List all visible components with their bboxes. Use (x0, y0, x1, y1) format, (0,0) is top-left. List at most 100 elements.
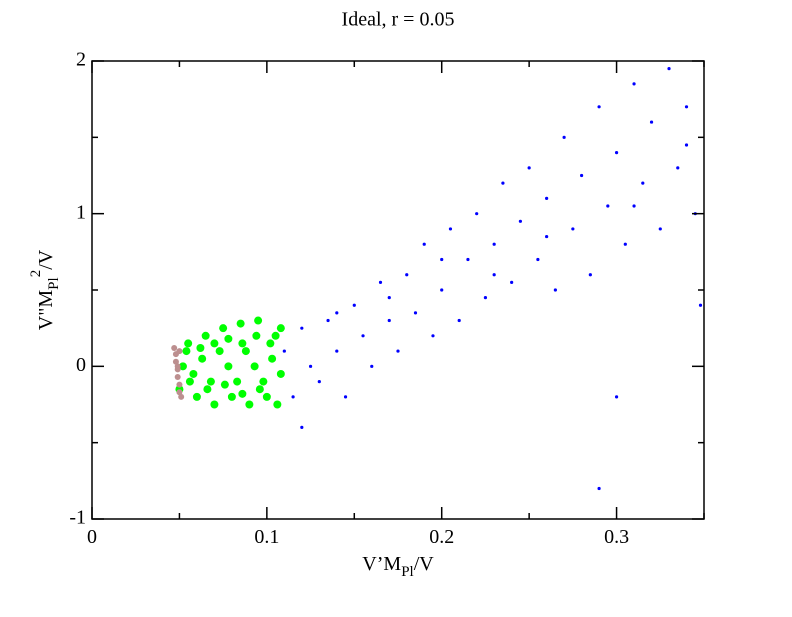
point (241, 347, 250, 356)
point (262, 392, 271, 401)
chart-title: Ideal, r = 0.05 (342, 9, 455, 31)
point (588, 273, 592, 277)
point (224, 334, 233, 343)
point (440, 288, 444, 292)
point (210, 339, 219, 348)
x-tick-label: 0.1 (254, 526, 279, 548)
point (396, 349, 400, 353)
point (259, 377, 268, 386)
point (684, 143, 689, 147)
point (448, 227, 453, 231)
point (632, 204, 636, 208)
point (466, 257, 470, 262)
point (492, 242, 496, 246)
point (252, 331, 261, 340)
point (483, 296, 488, 300)
point (413, 311, 418, 315)
point (250, 362, 259, 371)
point (378, 280, 383, 284)
point (224, 362, 233, 371)
point (308, 364, 313, 368)
point (545, 196, 549, 200)
point (203, 385, 212, 394)
x-tick-label: 0.3 (604, 526, 629, 548)
x-axis-label: V’MPl/V (362, 553, 434, 580)
point (571, 227, 575, 231)
point (282, 349, 286, 353)
point (475, 212, 479, 216)
point (300, 425, 304, 429)
x-tick-label: 0.2 (429, 526, 454, 548)
point (614, 395, 619, 399)
point (606, 204, 610, 208)
point (182, 347, 191, 356)
point (501, 181, 505, 185)
point (658, 227, 662, 231)
point (387, 318, 391, 323)
point (236, 319, 245, 328)
point (326, 318, 330, 323)
point (352, 303, 356, 307)
point (206, 377, 215, 386)
point (219, 324, 228, 333)
point (518, 219, 523, 223)
point (255, 385, 264, 394)
point (174, 363, 181, 370)
point (254, 316, 263, 325)
point (192, 392, 201, 401)
point (184, 339, 193, 348)
point (178, 393, 185, 400)
point (623, 242, 627, 246)
point (238, 389, 247, 398)
point (370, 364, 374, 368)
point (189, 369, 198, 378)
point (649, 120, 654, 124)
point (536, 257, 540, 262)
point (545, 234, 549, 239)
point (457, 318, 461, 323)
point (300, 326, 304, 330)
point (405, 273, 409, 277)
point (492, 273, 496, 277)
point (276, 324, 285, 333)
point (210, 400, 219, 409)
point (597, 486, 601, 491)
point (273, 400, 282, 409)
point (233, 377, 242, 386)
point (335, 349, 339, 353)
point (387, 296, 391, 300)
point (215, 347, 224, 356)
y-tick-label: -1 (69, 507, 86, 529)
point (176, 381, 183, 388)
point (172, 358, 179, 365)
point (171, 345, 178, 352)
point (431, 334, 435, 338)
point (422, 242, 426, 246)
point (198, 354, 207, 363)
point (527, 166, 531, 170)
point (343, 395, 348, 399)
point (614, 151, 619, 155)
point (440, 257, 444, 262)
point (632, 82, 636, 86)
point (676, 166, 680, 170)
point (266, 339, 275, 348)
point (268, 354, 277, 363)
point (196, 344, 205, 353)
point (291, 395, 295, 399)
point (510, 280, 514, 284)
y-tick-label: 0 (76, 354, 86, 376)
point (580, 173, 584, 178)
point (185, 377, 194, 386)
point (178, 362, 187, 371)
point (176, 348, 183, 355)
point (271, 331, 280, 340)
point (562, 135, 566, 139)
point (220, 380, 229, 389)
point (201, 331, 210, 340)
point (317, 380, 321, 384)
point (684, 105, 689, 109)
point (238, 339, 247, 348)
point (667, 67, 671, 71)
